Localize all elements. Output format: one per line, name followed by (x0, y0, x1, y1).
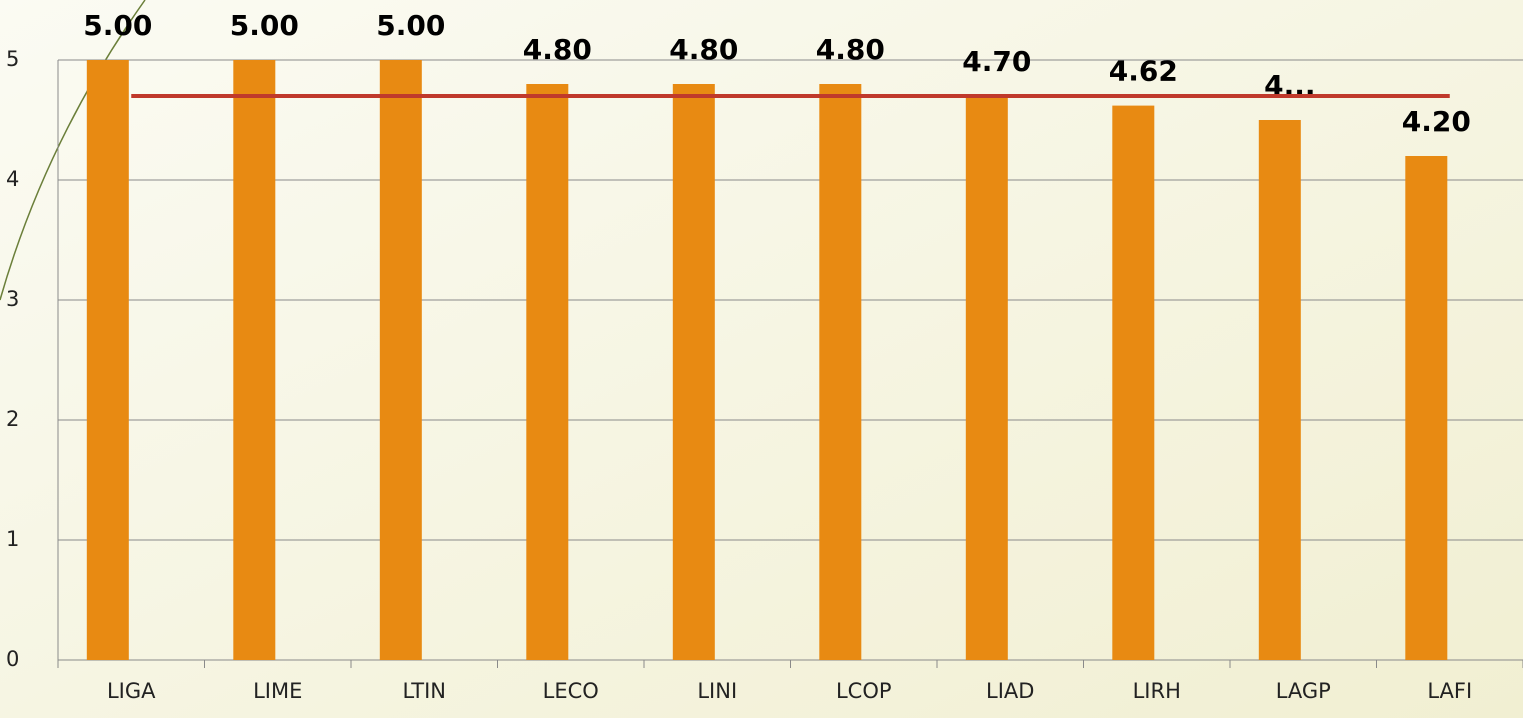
bar (1405, 156, 1448, 660)
data-label: 4.80 (816, 33, 885, 66)
decorative-curve (0, 0, 146, 301)
x-tick-label: LIAD (986, 679, 1034, 703)
x-tick-label: LIME (253, 679, 302, 703)
bar (526, 84, 569, 660)
x-tick-label: LIGA (107, 679, 156, 703)
bar (819, 84, 862, 660)
y-tick-label: 1 (6, 527, 19, 551)
data-label: 5.00 (376, 9, 445, 42)
y-tick-label: 3 (6, 287, 19, 311)
x-tick-label: LAFI (1427, 679, 1472, 703)
x-tick-label: LINI (697, 679, 737, 703)
data-label: 4.80 (523, 33, 592, 66)
x-tick-label: LTIN (402, 679, 446, 703)
bar (1258, 120, 1301, 660)
bar (965, 96, 1008, 660)
bar (379, 60, 422, 660)
data-label: 5.00 (230, 9, 299, 42)
y-tick-label: 5 (6, 47, 19, 71)
data-label: 4.80 (669, 33, 738, 66)
y-tick-label: 4 (6, 167, 19, 191)
x-tick-label: LCOP (836, 679, 892, 703)
data-label: 4.20 (1402, 105, 1471, 138)
data-label: 4.70 (962, 45, 1031, 78)
x-tick-label: LECO (543, 679, 599, 703)
y-tick-label: 2 (6, 407, 19, 431)
bar (1112, 105, 1155, 661)
bar (233, 60, 276, 660)
y-tick-label: 0 (6, 647, 19, 671)
bar (672, 84, 715, 660)
x-tick-label: LAGP (1276, 679, 1331, 703)
x-tick-label: LIRH (1133, 679, 1181, 703)
data-label: 4.62 (1109, 55, 1178, 88)
data-label: 5.00 (83, 9, 152, 42)
bar (86, 60, 129, 660)
